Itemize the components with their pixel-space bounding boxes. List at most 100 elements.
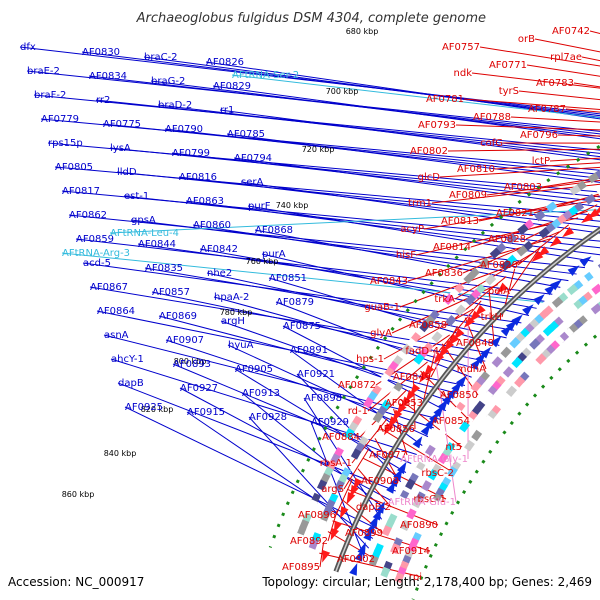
forward-gene-label: AF0928	[249, 412, 287, 423]
reverse-gene-label: trkH	[481, 312, 502, 323]
feature-block	[372, 411, 384, 423]
leader-line	[341, 499, 384, 534]
feature-block	[591, 283, 600, 295]
forward-gene-label: AF0790	[165, 124, 203, 135]
leader-line	[565, 108, 600, 113]
tick-label: 680 kbp	[346, 27, 379, 36]
leader-line	[289, 349, 423, 446]
leader-line	[455, 124, 600, 131]
reverse-gene-label: orB	[518, 34, 535, 45]
forward-gene-label: argH	[221, 316, 245, 327]
feature-block	[464, 294, 477, 306]
feature-block	[394, 572, 405, 584]
trna-label: AFtRNA-Ser-2	[232, 70, 299, 81]
leader-line	[363, 458, 447, 500]
feature-block	[535, 353, 547, 365]
reverse-gene-label: rbsA-1	[320, 458, 352, 469]
feature-block	[381, 525, 392, 537]
forward-gene-arrow	[522, 304, 534, 316]
leader-line	[310, 421, 366, 559]
forward-gene-label: AF0879	[276, 297, 314, 308]
feature-block	[509, 337, 521, 349]
leader-line	[383, 308, 474, 360]
leader-line	[109, 147, 600, 198]
reverse-gene-label: AF0843	[370, 276, 408, 287]
feature-block	[587, 172, 600, 184]
leader-line	[488, 292, 495, 344]
forward-gene-arrow	[372, 507, 382, 521]
forward-gene-label: AF0857	[152, 287, 190, 298]
forward-gene-label: serA	[241, 177, 263, 188]
leader-line	[319, 542, 325, 568]
forward-gene-label: AF0891	[290, 345, 328, 356]
reverse-gene-label: AF0813	[441, 216, 479, 227]
forward-gene-label: nhe2	[207, 268, 232, 279]
feature-block	[316, 518, 327, 530]
leader-line	[164, 128, 600, 179]
feature-block	[566, 303, 578, 315]
feature-block	[427, 469, 439, 481]
forward-gene-label: AF0816	[179, 172, 217, 183]
forward-gene-arrow	[369, 514, 379, 528]
leader-line	[261, 253, 530, 317]
reverse-gene-label: argS	[321, 484, 344, 495]
leader-line	[205, 61, 600, 120]
tick-label: 740 kbp	[276, 201, 309, 210]
reverse-gene-label: guaB-1	[364, 302, 400, 313]
reverse-gene-arrow	[463, 316, 475, 328]
forward-gene-label: AF0844	[138, 239, 176, 250]
leader-line	[438, 300, 482, 352]
forward-gene-arrow	[533, 294, 545, 306]
feature-block	[538, 227, 550, 239]
feature-block	[491, 356, 503, 368]
leader-line	[510, 116, 600, 123]
reverse-gene-label: rbsC-2	[421, 468, 454, 479]
forward-gene-label: dfx	[20, 42, 36, 53]
forward-gene-label: lysA	[110, 143, 131, 154]
tick-label: 860 kbp	[62, 490, 95, 499]
forward-gene-label: purF	[248, 201, 271, 212]
forward-gene-label: AF0834	[89, 71, 127, 82]
forward-gene-arrow	[363, 528, 372, 542]
feature-block	[450, 407, 462, 419]
genome-backbone	[333, 226, 600, 573]
reverse-gene-label: AF0836	[425, 268, 463, 279]
reverse-gene-label: hisF	[396, 250, 416, 261]
feature-block	[421, 480, 432, 492]
gc-dot-ring	[268, 144, 600, 549]
leader-line	[463, 98, 600, 110]
forward-gene-label: AF0875	[283, 321, 321, 332]
leader-line	[509, 245, 542, 292]
feature-block	[500, 259, 512, 271]
leader-line	[234, 368, 407, 474]
feature-block	[316, 479, 328, 491]
forward-gene-arrow	[397, 461, 407, 475]
forward-gene-label: hpaA-2	[214, 292, 249, 303]
reverse-gene-label: AF0796	[520, 130, 558, 141]
gene-labels: dfx AF0830 braC-2 AF0826 braE-2 AF0834 braG-2 A…	[20, 26, 590, 583]
reverse-gene-label: AF0902	[337, 554, 375, 565]
forward-gene-label: hyuA	[228, 340, 254, 351]
feature-block	[566, 284, 579, 296]
leader-line	[226, 133, 600, 183]
feature-block	[590, 303, 600, 315]
forward-gene-label: AF0817	[62, 186, 100, 197]
reverse-gene-label: acyP	[400, 224, 424, 235]
leader-line	[471, 72, 600, 89]
leader-line	[534, 38, 600, 53]
summary-text: Topology: circular; Length: 2,178,400 bp…	[261, 575, 592, 589]
feature-block	[435, 428, 447, 440]
forward-gene-label: AF0915	[187, 407, 225, 418]
forward-gene-label: AF0929	[311, 417, 349, 428]
forward-gene-label: AF0851	[269, 273, 307, 284]
reverse-gene-label: rbsC-1	[413, 494, 446, 505]
leader-line	[124, 406, 378, 530]
forward-gene-label: AF0864	[97, 306, 135, 317]
reverse-gene-label: AF0810	[457, 164, 495, 175]
leader-line	[431, 183, 600, 204]
reverse-gene-label: AF0802	[410, 146, 448, 157]
reverse-gene-label: hps-1	[356, 354, 384, 365]
reverse-gene-label: AF0895	[282, 562, 320, 573]
feature-block	[390, 543, 401, 555]
